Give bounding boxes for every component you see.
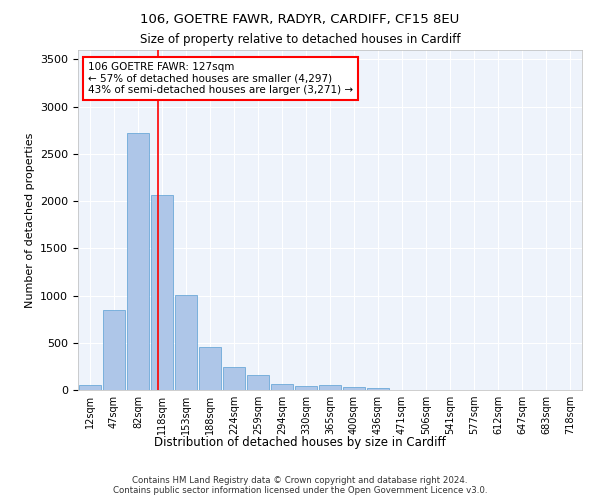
Text: 106, GOETRE FAWR, RADYR, CARDIFF, CF15 8EU: 106, GOETRE FAWR, RADYR, CARDIFF, CF15 8… — [140, 12, 460, 26]
Bar — [319, 386, 341, 390]
Bar — [199, 347, 221, 390]
Text: Size of property relative to detached houses in Cardiff: Size of property relative to detached ho… — [140, 32, 460, 46]
Text: Contains HM Land Registry data © Crown copyright and database right 2024.
Contai: Contains HM Land Registry data © Crown c… — [113, 476, 487, 495]
Bar — [79, 385, 101, 390]
Bar — [175, 295, 197, 390]
Bar — [127, 133, 149, 390]
Bar — [367, 388, 389, 390]
Text: 106 GOETRE FAWR: 127sqm
← 57% of detached houses are smaller (4,297)
43% of semi: 106 GOETRE FAWR: 127sqm ← 57% of detache… — [88, 62, 353, 95]
Bar — [271, 384, 293, 390]
Bar — [343, 387, 365, 390]
Bar — [247, 376, 269, 390]
Bar — [223, 366, 245, 390]
Text: Distribution of detached houses by size in Cardiff: Distribution of detached houses by size … — [154, 436, 446, 449]
Bar — [103, 310, 125, 390]
Bar — [151, 196, 173, 390]
Bar — [295, 386, 317, 390]
Y-axis label: Number of detached properties: Number of detached properties — [25, 132, 35, 308]
